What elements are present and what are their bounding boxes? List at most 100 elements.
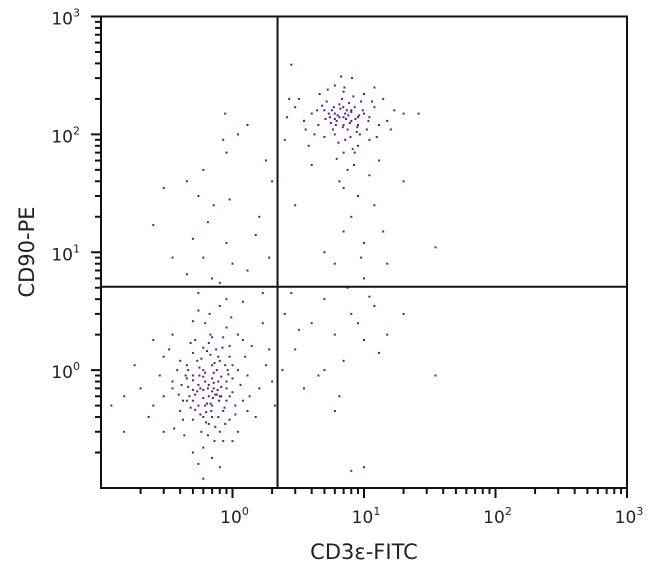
- data-point: [373, 305, 376, 307]
- data-point: [341, 97, 343, 100]
- data-point: [353, 106, 356, 109]
- data-point: [340, 75, 343, 78]
- data-point: [386, 333, 389, 336]
- data-point: [310, 112, 313, 115]
- data-point: [294, 204, 297, 207]
- data-point: [333, 84, 336, 87]
- data-point: [214, 425, 217, 428]
- data-point: [191, 399, 194, 402]
- data-point: [212, 204, 215, 207]
- data-point: [307, 144, 310, 147]
- data-point: [208, 312, 211, 315]
- data-point: [323, 298, 326, 301]
- data-point: [225, 380, 228, 383]
- data-point: [244, 355, 247, 358]
- data-point: [402, 180, 405, 183]
- data-point: [147, 416, 150, 418]
- data-point: [343, 86, 346, 89]
- data-point: [225, 241, 228, 244]
- data-point: [333, 112, 336, 115]
- data-point: [214, 393, 217, 396]
- data-point: [351, 148, 354, 151]
- data-point: [358, 114, 361, 117]
- data-point: [171, 333, 174, 336]
- data-point: [336, 114, 339, 117]
- data-point: [218, 430, 221, 433]
- data-point: [258, 215, 261, 218]
- data-point: [363, 466, 365, 469]
- data-point: [310, 164, 313, 166]
- data-point: [197, 383, 200, 386]
- data-point: [187, 385, 190, 388]
- data-point: [152, 339, 155, 341]
- data-point: [198, 374, 201, 377]
- data-point: [202, 388, 205, 391]
- data-point: [271, 180, 274, 183]
- data-point: [202, 375, 205, 378]
- data-point: [185, 180, 188, 183]
- data-point: [331, 128, 334, 131]
- data-point: [204, 380, 207, 383]
- data-point: [226, 369, 229, 372]
- data-point: [191, 351, 194, 354]
- data-point: [382, 230, 385, 233]
- data-point: [185, 364, 188, 367]
- data-point: [303, 119, 305, 122]
- data-point: [317, 124, 320, 126]
- data-point: [363, 277, 365, 280]
- data-point: [333, 118, 336, 120]
- data-point: [283, 312, 286, 315]
- data-point: [206, 350, 208, 353]
- x-tick-label: 100: [220, 505, 249, 528]
- data-point: [393, 109, 396, 112]
- data-point: [250, 345, 253, 348]
- data-point: [213, 440, 216, 443]
- data-point: [234, 413, 237, 416]
- data-point: [323, 251, 326, 254]
- data-point: [347, 114, 350, 117]
- data-point: [354, 118, 357, 120]
- data-point: [361, 109, 364, 112]
- data-point: [350, 119, 353, 122]
- data-point: [350, 215, 353, 218]
- x-tick-labels: 100 101 102 103: [220, 505, 643, 528]
- data-point: [211, 277, 214, 280]
- data-point: [194, 339, 197, 341]
- data-point: [246, 269, 249, 272]
- data-point: [212, 371, 215, 374]
- data-point: [389, 128, 392, 131]
- data-point: [378, 159, 380, 162]
- data-point: [202, 416, 205, 418]
- data-point: [360, 256, 363, 259]
- data-point: [350, 109, 353, 112]
- data-point: [357, 124, 359, 126]
- data-point: [323, 369, 326, 372]
- data-point: [209, 402, 212, 405]
- data-point: [346, 128, 349, 131]
- data-point: [225, 399, 228, 402]
- y-tick-label: 100: [51, 360, 80, 383]
- data-point: [386, 262, 389, 265]
- y-tick-label: 102: [51, 124, 80, 147]
- data-point: [230, 316, 233, 319]
- data-point: [350, 110, 353, 113]
- data-point: [173, 427, 176, 430]
- data-point: [356, 126, 359, 129]
- data-point: [350, 469, 353, 472]
- data-point: [204, 404, 207, 407]
- data-point: [197, 462, 200, 465]
- data-point: [342, 90, 345, 93]
- data-point: [338, 395, 341, 398]
- data-point: [417, 112, 420, 115]
- data-point: [205, 411, 208, 414]
- data-point: [239, 383, 242, 386]
- data-point: [224, 364, 227, 367]
- axis-ticks: [91, 15, 628, 498]
- data-point: [171, 380, 174, 383]
- data-point: [228, 395, 231, 398]
- data-point: [323, 109, 326, 112]
- data-point: [351, 77, 353, 80]
- data-point: [341, 126, 344, 129]
- data-point: [211, 390, 214, 393]
